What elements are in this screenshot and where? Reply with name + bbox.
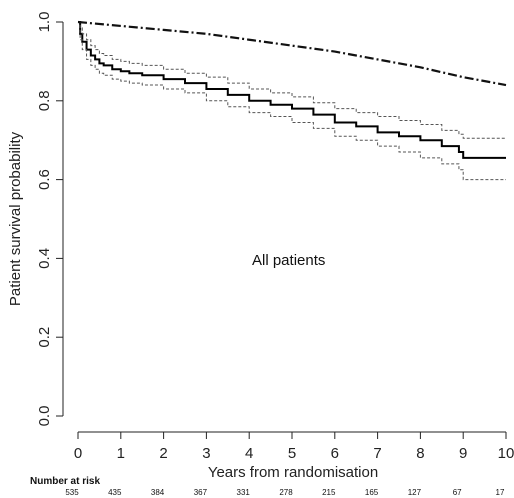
number-at-risk-value: 331 xyxy=(237,488,251,497)
x-tick-label: 10 xyxy=(498,445,514,462)
y-tick-label: 0.8 xyxy=(36,90,53,111)
y-tick-label: 1.0 xyxy=(36,12,53,33)
x-tick-label: 5 xyxy=(288,445,296,462)
series-line-dash-dot-3 xyxy=(77,20,507,87)
survival-curves xyxy=(77,20,507,181)
annotation-all-patients: All patients xyxy=(252,252,325,269)
number-at-risk-value: 535 xyxy=(65,488,79,497)
x-axis-title: Years from randomisation xyxy=(208,464,378,481)
x-tick-label: 1 xyxy=(117,445,125,462)
y-tick-label: 0.0 xyxy=(36,406,53,427)
x-axis: 0 1 2 3 4 5 6 7 8 9 10 Years from randomisation xyxy=(74,431,514,481)
number-at-risk-value: 435 xyxy=(108,488,122,497)
series-line-dotted-2 xyxy=(78,21,506,181)
x-tick-label: 9 xyxy=(459,445,467,462)
y-tick-label: 0.6 xyxy=(36,169,53,190)
number-at-risk-value: 215 xyxy=(322,488,336,497)
number-at-risk-value: 127 xyxy=(408,488,422,497)
number-at-risk-values: 535 435 384 367 331 278 215 165 127 67 17 xyxy=(65,488,505,497)
number-at-risk-value: 67 xyxy=(453,488,462,497)
x-tick-label: 8 xyxy=(416,445,424,462)
y-axis: 0.0 0.2 0.4 0.6 0.8 1.0 Patient survival prob… xyxy=(7,12,64,427)
number-at-risk: Number at risk 535 435 384 367 331 278 215 165 1… xyxy=(30,476,505,497)
x-tick-label: 2 xyxy=(159,445,167,462)
y-tick-label: 0.4 xyxy=(36,248,53,269)
y-axis-title: Patient survival probability xyxy=(7,131,24,306)
series-line-dotted-1 xyxy=(78,21,506,139)
number-at-risk-value: 165 xyxy=(365,488,379,497)
number-at-risk-value: 384 xyxy=(151,488,165,497)
number-at-risk-value: 17 xyxy=(496,488,505,497)
x-tick-label: 6 xyxy=(331,445,339,462)
x-tick-label: 3 xyxy=(202,445,210,462)
y-tick-label: 0.2 xyxy=(36,327,53,348)
number-at-risk-value: 278 xyxy=(279,488,293,497)
x-tick-label: 7 xyxy=(373,445,381,462)
number-at-risk-value: 367 xyxy=(194,488,208,497)
x-ticks: 0 1 2 3 4 5 6 7 8 9 10 xyxy=(74,432,514,462)
number-at-risk-title: Number at risk xyxy=(30,476,100,487)
x-tick-label: 0 xyxy=(74,445,82,462)
series-line-solid-0 xyxy=(78,21,506,159)
x-tick-label: 4 xyxy=(245,445,253,462)
y-ticks: 0.0 0.2 0.4 0.6 0.8 1.0 xyxy=(36,12,63,427)
